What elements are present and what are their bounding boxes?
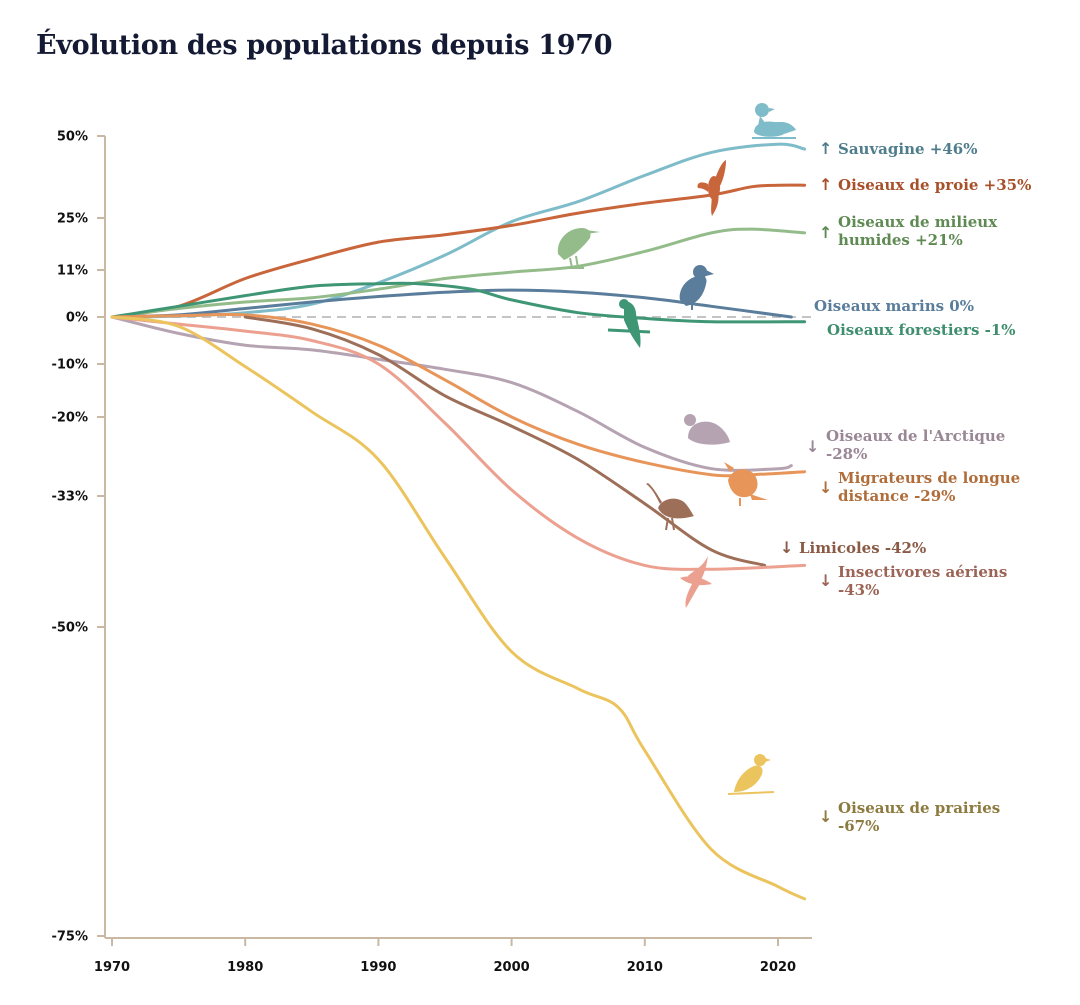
series-line-limicoles	[243, 315, 767, 567]
y-tick-label: -10%	[51, 358, 88, 373]
series-label-oiseaux-forestiers: Oiseaux forestiers -1%	[827, 321, 1016, 339]
hawk-icon	[697, 160, 726, 216]
y-tick-label: -50%	[51, 621, 88, 636]
series-line-oiseaux-de-prairies	[110, 315, 807, 901]
y-tick-label: -75%	[51, 930, 88, 945]
series-label-line: Oiseaux marins 0%	[814, 297, 974, 315]
series-label-line: Oiseaux de l'Arctique	[826, 427, 1005, 445]
series-label-line: Sauvagine +46%	[838, 140, 977, 158]
series-line-oiseaux-de-l-arctique	[110, 315, 793, 472]
arrow-up-icon: ↑	[819, 223, 832, 242]
ptarmigan-icon	[684, 414, 730, 445]
heron-icon	[557, 228, 600, 269]
series-label-migrateurs-de-longue-distance: Migrateurs de longue distance -29%	[838, 469, 1020, 505]
x-tick-label: 2010	[627, 960, 663, 975]
y-tick-label: -20%	[51, 411, 88, 426]
y-tick-label: -33%	[51, 490, 88, 505]
series-label-oiseaux-marins: Oiseaux marins 0%	[814, 297, 974, 315]
series-label-insectivores-aeriens: Insectivores aériens -43%	[838, 563, 1007, 599]
chart-title: Évolution des populations depuis 1970	[36, 30, 613, 61]
series-line-migrateurs-de-longue-distance	[110, 312, 807, 478]
x-tick-label: 1990	[360, 960, 396, 975]
bird-layer	[557, 103, 796, 795]
series-label-oiseaux-de-proie: Oiseaux de proie +35%	[838, 176, 1031, 194]
x-tick-label: 1980	[227, 960, 263, 975]
series-label-line: Oiseaux de prairies	[838, 799, 1000, 817]
series-label-line: -67%	[838, 817, 879, 835]
series-label-line: Insectivores aériens	[838, 563, 1007, 581]
series-line-oiseaux-de-milieux-humides	[110, 227, 807, 319]
series-label-oiseaux-de-prairies: Oiseaux de prairies -67%	[838, 799, 1000, 835]
arrow-down-icon: ↓	[819, 478, 832, 497]
arrow-down-icon: ↓	[806, 437, 819, 456]
y-tick-label: 50%	[57, 130, 88, 145]
arrow-down-icon: ↓	[819, 571, 832, 590]
warbler-icon	[607, 299, 651, 348]
series-line-insectivores-aeriens	[110, 315, 807, 571]
series-label-line: Oiseaux de milieux	[838, 213, 998, 231]
series-label-line: -43%	[838, 581, 879, 599]
arrow-down-icon: ↓	[780, 538, 793, 557]
series-label-line: distance -29%	[838, 487, 955, 505]
x-tick-label: 2000	[494, 960, 530, 975]
label-layer: Sauvagine +46% ↑ Oiseaux de proie +35% ↑ Ois…	[780, 139, 1031, 835]
puffin-icon	[679, 265, 714, 310]
series-layer	[110, 142, 807, 901]
duck-icon	[752, 103, 796, 139]
curlew-icon	[646, 483, 694, 531]
series-line-oiseaux-forestiers	[110, 281, 807, 324]
y-tick-label: 25%	[57, 212, 88, 227]
series-label-line: humides +21%	[838, 231, 963, 249]
series-label-line: Migrateurs de longue	[838, 469, 1020, 487]
x-tick-label: 1970	[94, 960, 130, 975]
series-line-oiseaux-de-proie	[110, 183, 807, 319]
series-label-line: Oiseaux forestiers -1%	[827, 321, 1016, 339]
y-tick-label: 0%	[66, 311, 88, 326]
series-label-oiseaux-de-l-arctique: Oiseaux de l'Arctique -28%	[826, 427, 1005, 463]
series-line-oiseaux-marins	[110, 288, 793, 319]
bobolink-icon	[724, 462, 768, 506]
arrow-up-icon: ↑	[819, 175, 832, 194]
arrow-up-icon: ↑	[819, 139, 832, 158]
x-tick-label: 2020	[760, 960, 796, 975]
swallow-icon	[680, 556, 712, 608]
series-label-limicoles: Limicoles -42%	[799, 539, 926, 557]
series-label-line: -28%	[826, 445, 867, 463]
axis-layer: 50% 25% 11% 0% -10% -20% -33% -50% -75% 1970 1980 1…	[51, 130, 812, 975]
series-label-oiseaux-de-milieux-humides: Oiseaux de milieux humides +21%	[838, 213, 998, 249]
series-label-sauvagine: Sauvagine +46%	[838, 140, 977, 158]
y-tick-label: 11%	[57, 264, 88, 279]
series-label-line: Limicoles -42%	[799, 539, 926, 557]
arrow-down-icon: ↓	[819, 807, 832, 826]
meadowlark-icon	[727, 754, 775, 795]
series-label-line: Oiseaux de proie +35%	[838, 176, 1031, 194]
